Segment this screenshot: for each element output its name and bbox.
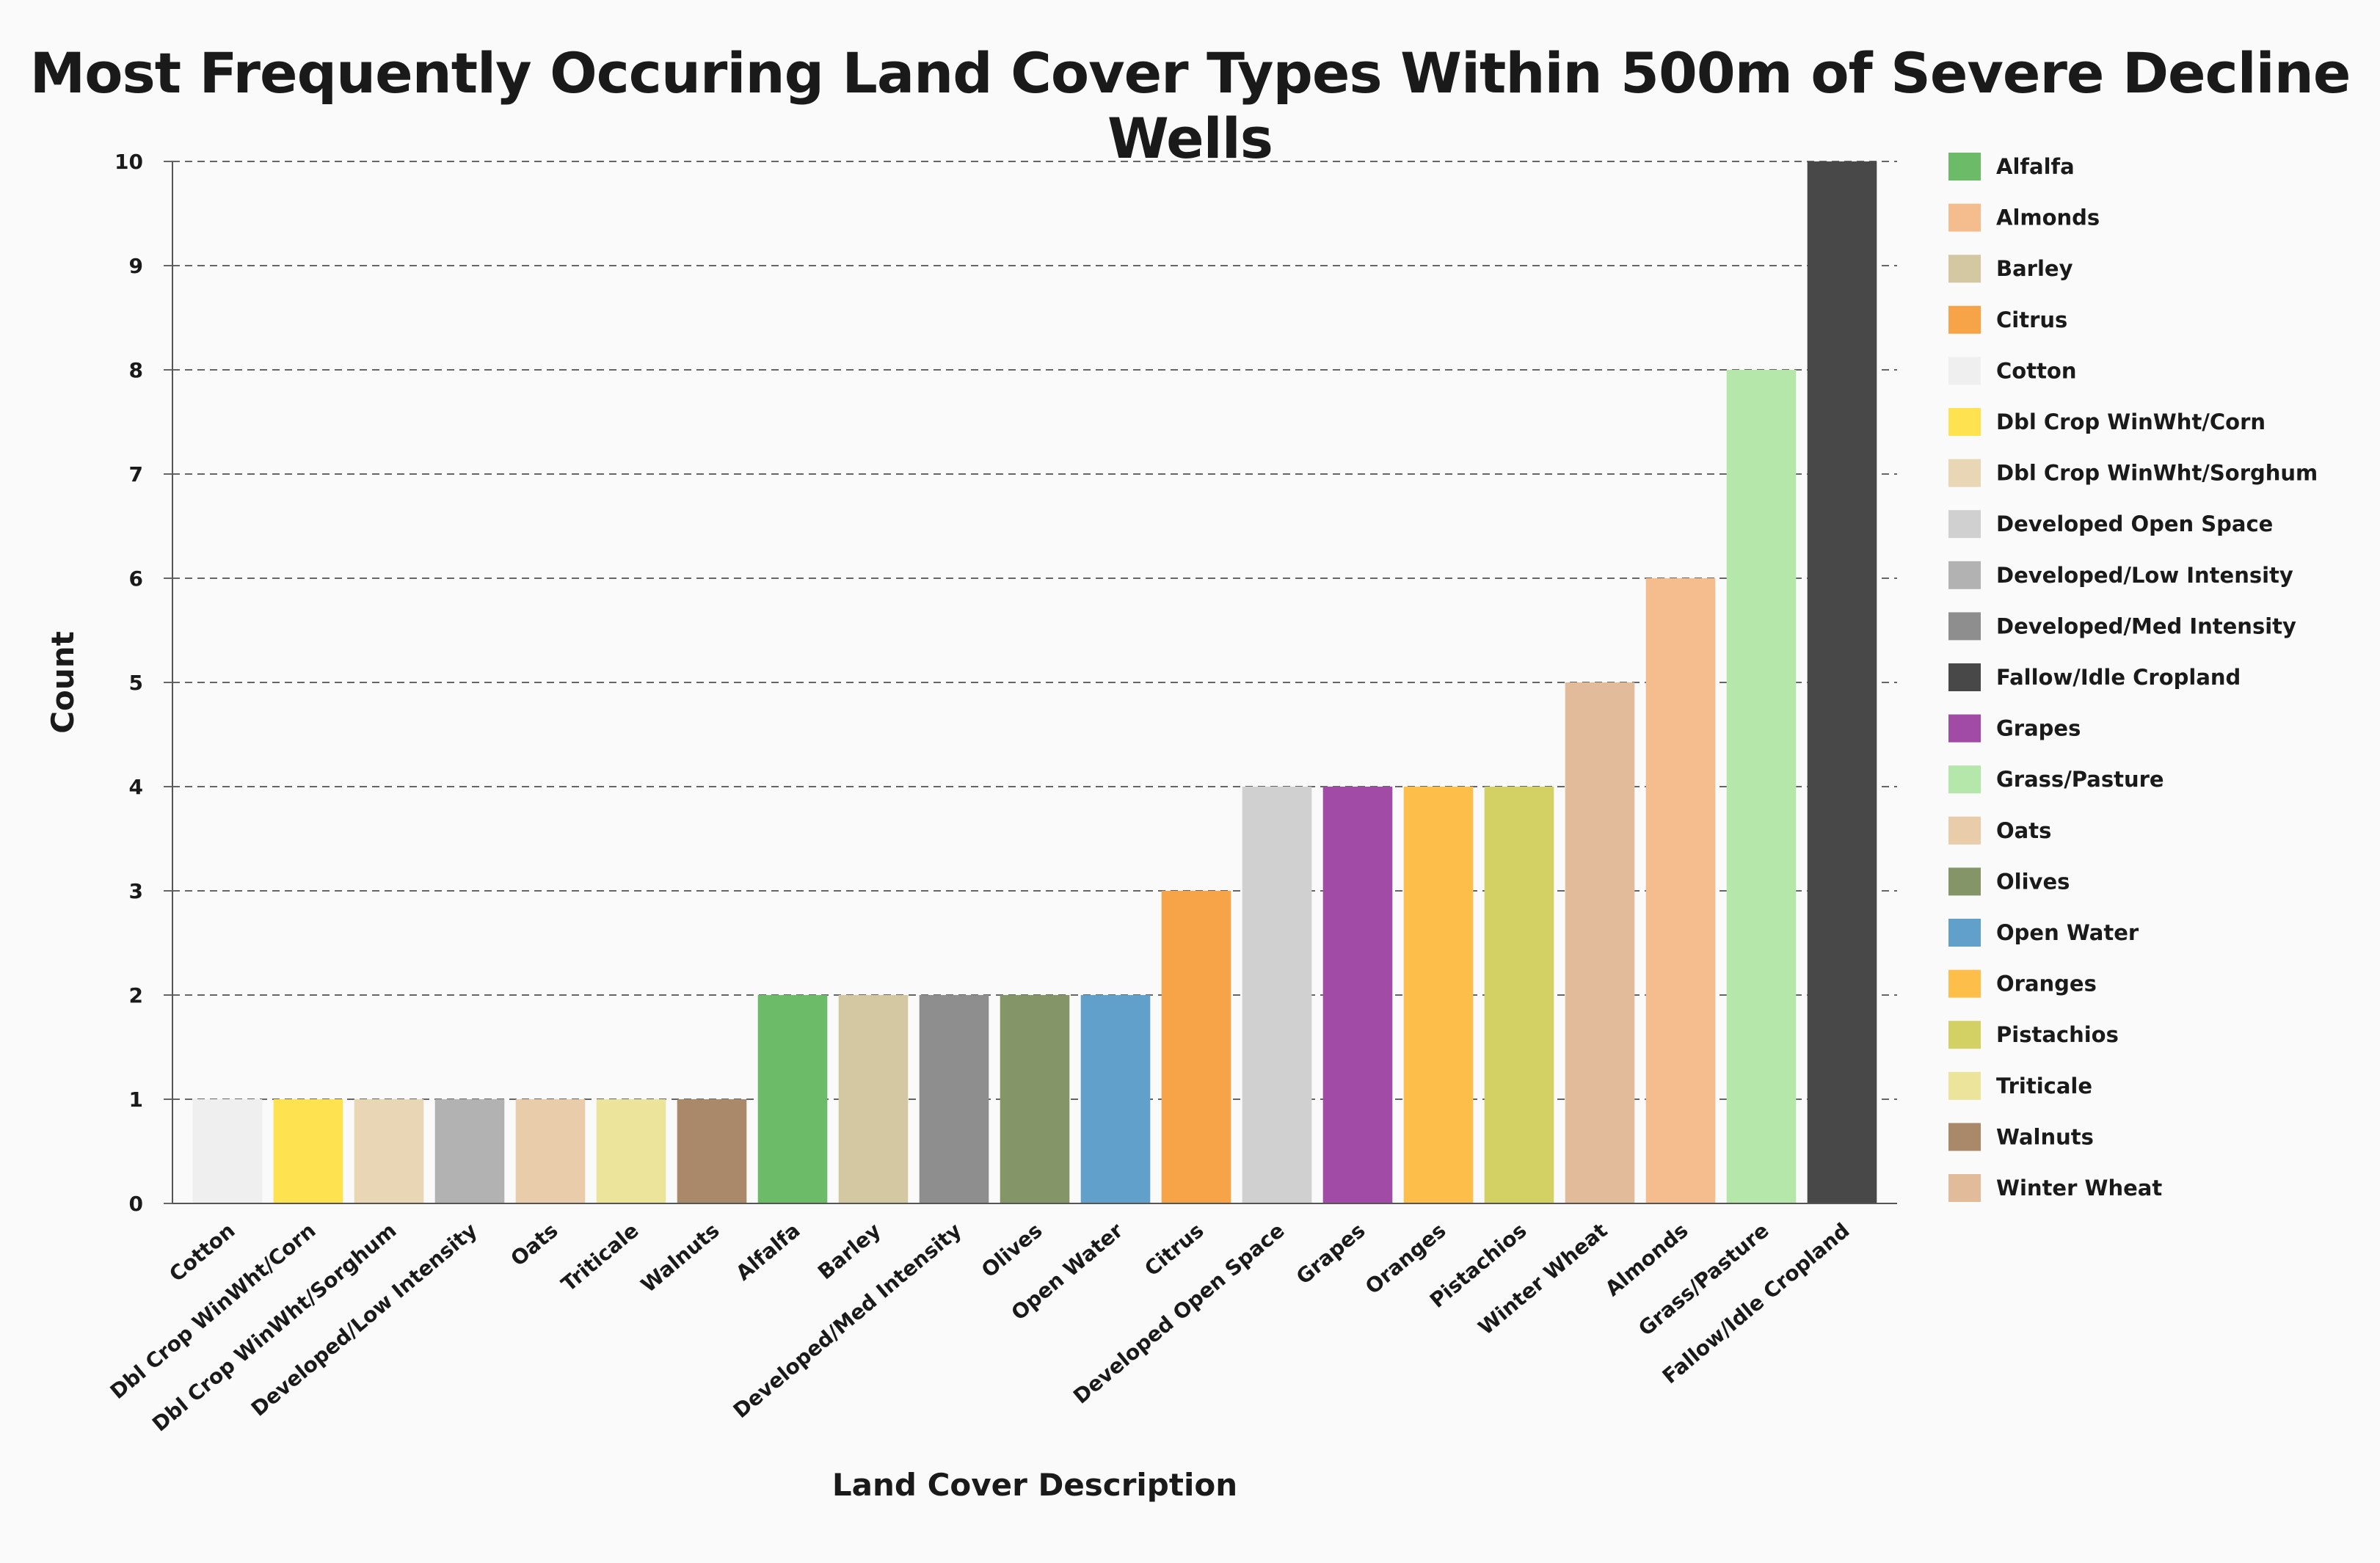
legend-swatch	[1948, 1123, 1981, 1151]
legend-label: Winter Wheat	[1996, 1176, 2162, 1201]
legend-label: Fallow/Idle Cropland	[1996, 665, 2241, 690]
x-tick-label: Oats	[506, 1218, 563, 1271]
legend-label: Walnuts	[1996, 1124, 2094, 1149]
bar	[273, 1099, 343, 1203]
legend-swatch	[1948, 408, 1981, 436]
x-axis-title: Land Cover Description	[832, 1467, 1237, 1503]
bar	[1403, 787, 1474, 1203]
legend-label: Oats	[1996, 818, 2051, 843]
legend-label: Developed/Med Intensity	[1996, 613, 2296, 638]
y-tick-label: 6	[129, 566, 143, 591]
legend-swatch	[1948, 153, 1981, 181]
bars	[192, 161, 1877, 1203]
bar	[919, 995, 989, 1203]
legend-swatch	[1948, 969, 1981, 998]
legend-label: Oranges	[1996, 972, 2097, 997]
bar	[1000, 995, 1070, 1203]
legend-label: Alfalfa	[1996, 154, 2075, 179]
legend-swatch	[1948, 612, 1981, 641]
y-tick-label: 9	[129, 254, 143, 278]
bar	[757, 995, 828, 1203]
y-tick-label: 10	[114, 150, 143, 174]
y-tick-label: 2	[129, 983, 143, 1008]
bar	[1726, 370, 1797, 1203]
legend-label: Olives	[1996, 869, 2070, 894]
x-tick-label: Triticale	[556, 1218, 643, 1297]
bar	[1322, 787, 1393, 1203]
legend-label: Dbl Crop WinWht/Sorghum	[1996, 461, 2318, 486]
legend-swatch	[1948, 816, 1981, 845]
bar	[1242, 787, 1312, 1203]
legend-label: Open Water	[1996, 920, 2139, 945]
x-tick-label: Alfalfa	[731, 1218, 804, 1286]
x-tick-label: Citrus	[1140, 1218, 1208, 1281]
bar	[1645, 578, 1716, 1203]
legend-swatch	[1948, 561, 1981, 589]
bar	[677, 1099, 747, 1203]
legend-swatch	[1948, 1071, 1981, 1100]
x-tick-label: Grapes	[1292, 1218, 1370, 1289]
y-tick-label: 4	[129, 775, 143, 799]
legend-swatch	[1948, 714, 1981, 743]
chart-title: Most Frequently Occuring Land Cover Type…	[29, 40, 2351, 171]
legend-swatch	[1948, 867, 1981, 896]
x-tick-label: Walnuts	[636, 1218, 724, 1297]
x-tick-label: Olives	[977, 1218, 1047, 1283]
legend-label: Pistachios	[1996, 1022, 2119, 1047]
bar	[1484, 787, 1554, 1203]
legend-label: Dbl Crop WinWht/Corn	[1996, 409, 2266, 434]
y-axis-title: Count	[45, 631, 81, 734]
y-tick-label: 0	[129, 1192, 143, 1216]
legend-swatch	[1948, 357, 1981, 385]
y-tick-label: 5	[129, 671, 143, 695]
legend-swatch	[1948, 459, 1981, 487]
bar	[515, 1099, 586, 1203]
bar	[1080, 995, 1151, 1203]
y-tick-label: 8	[129, 358, 143, 382]
bar	[1565, 682, 1635, 1203]
bar	[354, 1099, 424, 1203]
legend-label: Triticale	[1996, 1074, 2092, 1099]
legend-label: Grapes	[1996, 716, 2081, 741]
bar	[596, 1099, 666, 1203]
y-tick-label: 7	[129, 462, 143, 487]
legend-swatch	[1948, 919, 1981, 947]
x-tick-label: Barley	[813, 1218, 885, 1284]
legend-swatch	[1948, 1174, 1981, 1202]
bar	[1161, 891, 1231, 1203]
y-tick-label: 1	[129, 1087, 143, 1112]
legend-swatch	[1948, 765, 1981, 794]
legend-swatch	[1948, 255, 1981, 283]
legend: Alfalfa Almonds Barley Citrus Cotton Dbl Crop…	[1948, 153, 2318, 1202]
legend-label: Developed/Low Intensity	[1996, 563, 2293, 588]
legend-label: Developed Open Space	[1996, 511, 2273, 536]
legend-swatch	[1948, 663, 1981, 691]
legend-label: Citrus	[1996, 307, 2067, 332]
bar	[1807, 161, 1877, 1203]
x-tick-label: Cotton	[164, 1218, 239, 1286]
bar	[192, 1099, 263, 1203]
legend-swatch	[1948, 1021, 1981, 1049]
legend-label: Cotton	[1996, 358, 2077, 383]
y-tick-labels: 0 1 2 3 4 5 6 7 8 9 10	[114, 150, 172, 1216]
y-tick-label: 3	[129, 879, 143, 903]
legend-swatch	[1948, 203, 1981, 232]
bar	[434, 1099, 505, 1203]
bar	[838, 995, 909, 1203]
legend-swatch	[1948, 305, 1981, 334]
legend-label: Almonds	[1996, 205, 2100, 230]
gridlines	[172, 161, 1897, 1100]
legend-label: Barley	[1996, 256, 2073, 281]
legend-label: Grass/Pasture	[1996, 767, 2164, 792]
legend-swatch	[1948, 510, 1981, 539]
